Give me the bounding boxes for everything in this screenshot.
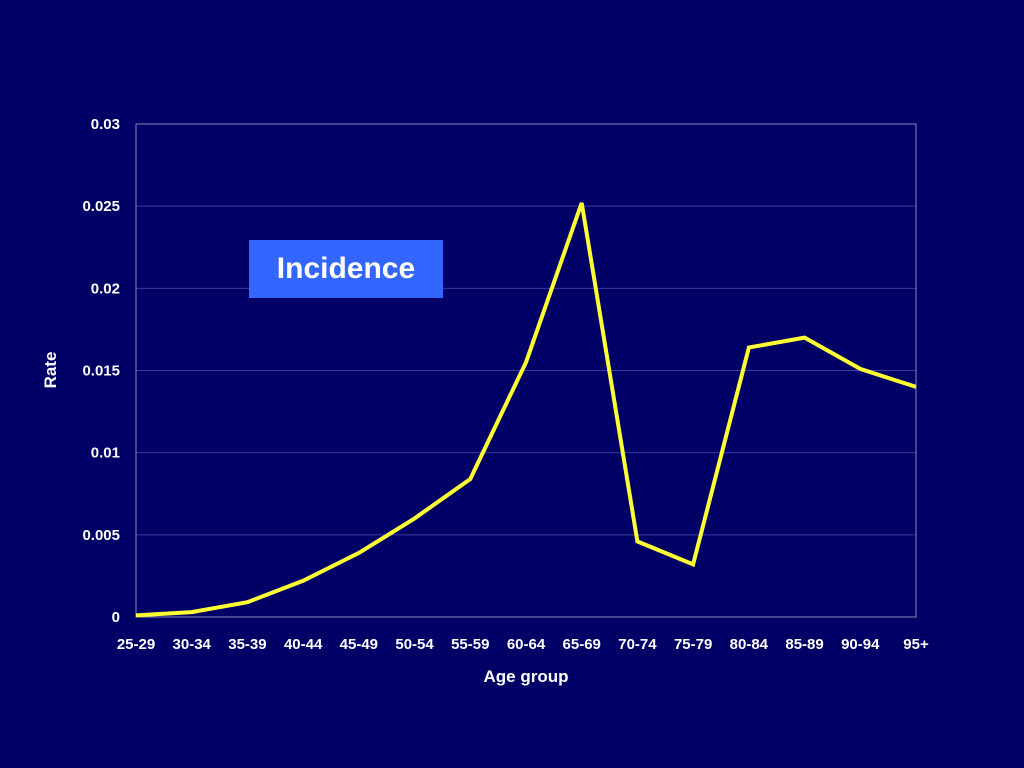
x-tick-label: 30-34 — [173, 636, 212, 653]
y-tick-label: 0.025 — [82, 198, 120, 215]
x-tick-label: 35-39 — [228, 636, 266, 653]
y-tick-label: 0 — [112, 609, 120, 626]
x-tick-label: 55-59 — [451, 636, 489, 653]
x-tick-label: 40-44 — [284, 636, 323, 653]
y-tick-label: 0.015 — [82, 363, 120, 380]
incidence-label-box: Incidence — [249, 240, 443, 298]
x-tick-label: 45-49 — [340, 636, 378, 653]
x-tick-label: 80-84 — [730, 636, 769, 653]
y-axis-title: Rate — [41, 352, 60, 389]
x-tick-label: 90-94 — [841, 636, 880, 653]
x-tick-label: 50-54 — [395, 636, 434, 653]
y-tick-label: 0.03 — [91, 116, 120, 133]
series-layer — [135, 202, 917, 618]
y-tick-label: 0.01 — [91, 445, 120, 462]
x-axis-title: Age group — [484, 667, 569, 686]
x-tick-labels: 25-29 30-34 35-39 40-44 45-49 50-54 55-59 60-64… — [117, 636, 929, 653]
y-tick-label: 0.02 — [91, 280, 120, 297]
x-tick-label: 75-79 — [674, 636, 712, 653]
x-tick-label: 25-29 — [117, 636, 155, 653]
plot-area-frame — [135, 123, 917, 618]
incidence-label: Incidence — [276, 252, 416, 285]
y-tick-labels: 0 0.005 0.01 0.015 0.02 0.025 0.03 — [82, 116, 120, 626]
x-tick-label: 70-74 — [618, 636, 657, 653]
x-tick-label: 60-64 — [507, 636, 546, 653]
x-tick-label: 65-69 — [563, 636, 601, 653]
x-tick-label: 95+ — [903, 636, 929, 653]
y-tick-label: 0.005 — [82, 527, 120, 544]
series-line — [135, 202, 917, 618]
x-tick-label: 85-89 — [785, 636, 823, 653]
